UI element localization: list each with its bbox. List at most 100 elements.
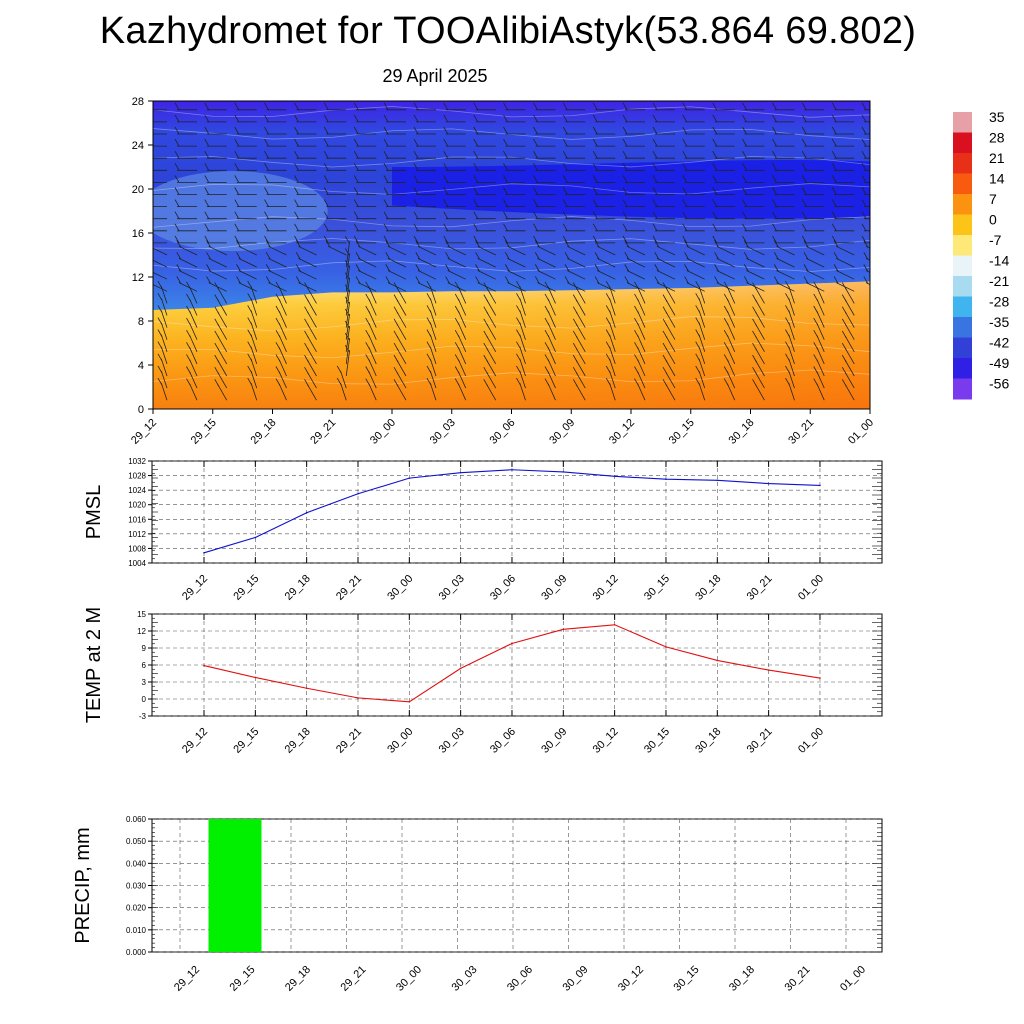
wind-barb-shaft (486, 335, 497, 352)
xtick-label: 29_15 (231, 726, 261, 756)
wind-barb-flag (714, 239, 719, 248)
wind-barb-shaft (189, 298, 198, 316)
wind-barb-flag (544, 378, 550, 386)
wind-barb-flag (622, 114, 628, 123)
colorbar-swatch (953, 317, 972, 338)
wind-barb-shaft (836, 270, 855, 280)
wind-barb-flag (752, 282, 757, 290)
wind-barb-flag (875, 305, 879, 312)
wind-barb-flag (214, 379, 220, 387)
wind-barb-flag (712, 211, 718, 219)
wind-barb-shaft (575, 299, 586, 316)
wind-barb-flag (503, 175, 508, 183)
wind-barb-flag (572, 379, 578, 387)
wind-barb-shaft (268, 282, 287, 292)
xtick-label: 30_18 (693, 726, 723, 756)
wind-barb-shaft (345, 289, 350, 316)
data-point (613, 623, 616, 626)
wind-barb-flag (483, 379, 489, 387)
wind-barb-flag (275, 329, 281, 338)
ytick-label: 0.020 (126, 904, 147, 913)
wind-barb-flag (204, 175, 210, 183)
wind-barb-shaft (878, 335, 884, 352)
wind-barb-flag (712, 199, 718, 207)
wind-barb-shaft (637, 298, 646, 316)
wind-barb-flag (445, 276, 450, 284)
wind-barb-flag (157, 293, 163, 301)
heatmap-ytick-label: 16 (132, 228, 144, 240)
ytick-label: 6 (142, 661, 147, 670)
wind-barb-flag (652, 126, 658, 135)
wind-barb-flag (572, 306, 578, 314)
wind-barb-flag (831, 199, 837, 207)
wind-barb-flag (801, 235, 807, 244)
wind-barb-flag (723, 293, 729, 302)
wind-barb-flag (723, 354, 729, 362)
wind-barb-shaft (727, 371, 736, 389)
wind-barb-shaft (727, 359, 736, 377)
wind-barb-shaft (519, 358, 526, 377)
wind-barb-flag (344, 260, 350, 268)
data-point (357, 697, 359, 699)
heatmap-xtick-label: 30_06 (488, 417, 518, 447)
wind-barb-flag (624, 252, 630, 260)
wind-barb-shaft (278, 371, 287, 389)
wind-barb-flag (186, 293, 191, 302)
wind-barb-flag (516, 353, 521, 362)
xtick-label: 29_21 (339, 964, 369, 994)
wind-barb-shaft (844, 348, 855, 365)
wind-barb-flag (861, 126, 867, 135)
wind-barb-flag (662, 367, 668, 375)
wind-barb-flag (426, 305, 432, 313)
wind-barb-flag (413, 114, 419, 123)
wind-barb-flag (622, 223, 628, 231)
wind-barb-flag (473, 187, 479, 195)
wind-barb-shaft (298, 258, 317, 268)
wind-barb-flag (365, 329, 371, 338)
wind-barb-flag (145, 127, 149, 134)
wind-barb-flag (544, 317, 550, 326)
wind-barb-flag (695, 281, 701, 289)
wind-barb-flag (147, 252, 151, 259)
wind-barb-flag (662, 318, 668, 327)
xtick-label: 30_12 (591, 726, 621, 756)
wind-barb-flag (247, 341, 253, 349)
wind-barb-flag (323, 163, 329, 171)
xtick-label: 01_00 (796, 573, 826, 603)
wind-barb-shaft (477, 245, 496, 256)
wind-barb-flag (475, 276, 480, 284)
wind-barb-shaft (609, 370, 616, 389)
wind-barb-shaft (153, 284, 168, 292)
wind-barb-flag (863, 276, 869, 284)
wind-barb-flag (841, 367, 847, 375)
wind-barb-flag (861, 175, 867, 183)
wind-barb-shaft (238, 258, 257, 268)
wind-barb-flag (473, 235, 479, 244)
data-point (459, 471, 462, 474)
wind-barb-shaft (486, 299, 497, 316)
wind-barb-shaft (208, 282, 227, 292)
wind-barb-shaft (178, 282, 198, 292)
wind-barb-flag (634, 317, 639, 326)
wind-barb-flag (652, 151, 658, 159)
panel-frame (151, 460, 883, 564)
wind-barb-flag (682, 163, 688, 171)
wind-barb-flag (695, 353, 701, 362)
wind-barb-shaft (686, 258, 705, 268)
wind-barb-flag (562, 151, 568, 159)
heatmap-xtick-label: 29_15 (189, 417, 219, 447)
wind-barb-shaft (698, 346, 706, 365)
wind-barb-flag (592, 114, 598, 123)
wind-barb-flag (503, 114, 508, 123)
wind-barb-flag (682, 211, 688, 219)
wind-barb-flag (247, 293, 253, 301)
wind-barb-flag (752, 342, 757, 351)
wind-barb-shaft (458, 359, 467, 377)
wind-barb-flag (516, 293, 521, 301)
wind-barb-flag (214, 318, 220, 327)
heatmap-ytick-label: 20 (132, 184, 144, 196)
wind-barb-flag (383, 235, 389, 244)
wind-barb-shaft (567, 245, 586, 256)
wind-barb-shaft (519, 310, 526, 328)
wind-barb-flag (831, 235, 837, 244)
